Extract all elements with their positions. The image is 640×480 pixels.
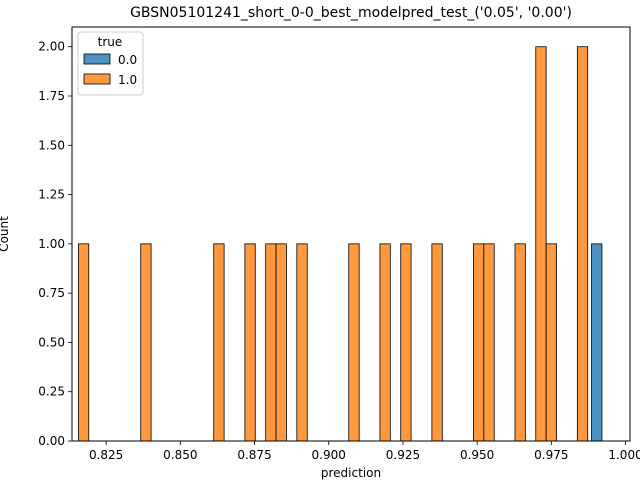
bar-1.0: [213, 243, 225, 442]
bar-1.0: [296, 243, 308, 442]
y-tick-label: 2.00: [38, 40, 65, 54]
legend-label-0.0: 0.0: [118, 53, 137, 67]
legend-swatch-1.0: [83, 73, 111, 85]
bar-1.0: [535, 46, 547, 442]
bar-0.0: [591, 243, 603, 442]
x-axis-ticks: 0.825 0.850 0.875 0.900 0.925 0.950 0.975 1.000: [89, 441, 640, 462]
bars-layer: [77, 46, 603, 442]
y-axis-label: Count: [0, 216, 11, 252]
bar-1.0: [77, 243, 90, 442]
bar-1.0: [483, 243, 495, 442]
x-tick-label: 1.000: [608, 448, 640, 462]
x-tick-label: 0.975: [534, 448, 568, 462]
plot-frame: [71, 26, 631, 442]
bar-1.0: [545, 243, 557, 442]
x-tick-label: 0.875: [237, 448, 271, 462]
bar-1.0: [431, 243, 443, 442]
x-axis-label: prediction: [321, 466, 381, 480]
bar-1.0: [265, 243, 277, 442]
x-tick-label: 0.850: [163, 448, 197, 462]
legend-title: true: [98, 35, 123, 49]
y-tick-label: 0.00: [38, 434, 65, 448]
bar-1.0: [400, 243, 412, 442]
y-axis-ticks: 0.00 0.25 0.50 0.75 1.00 1.25 1.50 1.75 2.00: [38, 40, 72, 448]
y-tick-label: 1.00: [38, 237, 65, 251]
y-tick-label: 0.50: [38, 335, 65, 349]
x-tick-label: 0.950: [460, 448, 494, 462]
x-tick-label: 0.925: [386, 448, 420, 462]
legend-label-1.0: 1.0: [118, 73, 137, 87]
bar-1.0: [473, 243, 485, 442]
y-tick-label: 0.25: [38, 385, 65, 399]
bar-1.0: [379, 243, 391, 442]
bar-1.0: [244, 243, 256, 442]
y-tick-label: 1.25: [38, 188, 65, 202]
bar-1.0: [576, 46, 589, 442]
y-tick-label: 1.75: [38, 89, 65, 103]
bar-1.0: [348, 243, 360, 442]
chart-title: GBSN05101241_short_0-0_best_modelpred_te…: [130, 5, 572, 21]
bar-1.0: [140, 243, 152, 442]
legend: true 0.0 1.0: [77, 31, 144, 96]
bar-1.0: [275, 243, 287, 442]
y-tick-label: 1.50: [38, 138, 65, 152]
bar-1.0: [514, 243, 526, 442]
x-tick-label: 0.900: [312, 448, 346, 462]
legend-swatch-0.0: [83, 53, 111, 65]
x-tick-label: 0.825: [89, 448, 123, 462]
y-tick-label: 0.75: [38, 286, 65, 300]
